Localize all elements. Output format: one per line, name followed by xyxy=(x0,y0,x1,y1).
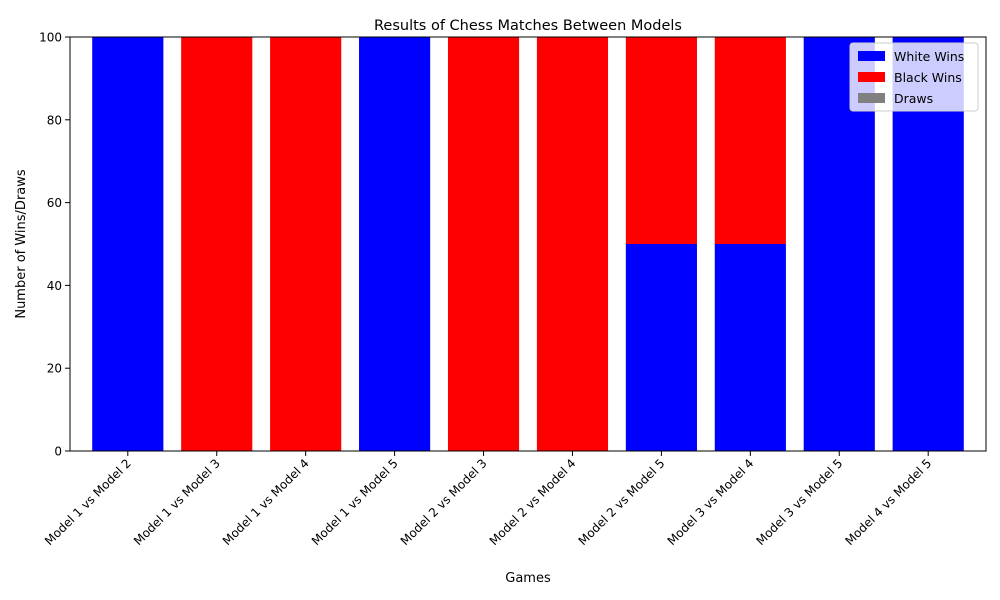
legend: White Wins Black Wins Draws xyxy=(849,42,979,112)
legend-label: Draws xyxy=(894,91,933,106)
bar-white-wins-7 xyxy=(625,244,697,451)
bar-white-wins-4 xyxy=(359,37,431,451)
x-tick-label: Model 1 vs Model 5 xyxy=(309,456,401,548)
y-tick-label: 100 xyxy=(39,31,62,45)
y-tick-label: 80 xyxy=(47,113,62,127)
legend-label: White Wins xyxy=(894,49,964,64)
bar-black-wins-3 xyxy=(270,37,342,451)
y-tick-label: 20 xyxy=(47,362,62,376)
bar-black-wins-7 xyxy=(625,37,697,244)
x-tick-label: Model 4 vs Model 5 xyxy=(842,456,934,548)
bar-white-wins-8 xyxy=(714,244,786,451)
x-tick-label: Model 3 vs Model 4 xyxy=(665,456,757,548)
bar-white-wins-1 xyxy=(92,37,164,451)
x-tick-label: Model 2 vs Model 5 xyxy=(576,456,668,548)
y-tick-label: 60 xyxy=(47,196,62,210)
legend-swatch xyxy=(858,51,885,61)
y-tick-label: 0 xyxy=(54,445,62,459)
x-tick-label: Model 1 vs Model 4 xyxy=(220,456,312,548)
bars-group xyxy=(92,37,964,451)
legend-swatch xyxy=(858,72,885,82)
x-tick-label: Model 3 vs Model 5 xyxy=(753,456,845,548)
legend-swatch xyxy=(858,93,885,103)
plot-frame xyxy=(69,36,987,452)
y-tick-label: 40 xyxy=(47,279,62,293)
x-axis-label: Games xyxy=(505,571,551,586)
x-tick-label: Model 1 vs Model 3 xyxy=(131,456,223,548)
bar-black-wins-5 xyxy=(447,37,520,451)
legend-label: Black Wins xyxy=(894,70,962,85)
chart-title: Results of Chess Matches Between Models xyxy=(374,18,682,34)
x-tick-label: Model 2 vs Model 3 xyxy=(398,456,490,548)
x-tick-label: Model 2 vs Model 4 xyxy=(487,456,579,548)
y-axis-label: Number of Wins/Draws xyxy=(14,169,29,319)
bar-black-wins-8 xyxy=(714,37,786,244)
bar-black-wins-6 xyxy=(536,37,609,451)
bar-black-wins-2 xyxy=(181,37,253,451)
x-tick-label: Model 1 vs Model 2 xyxy=(42,456,134,548)
